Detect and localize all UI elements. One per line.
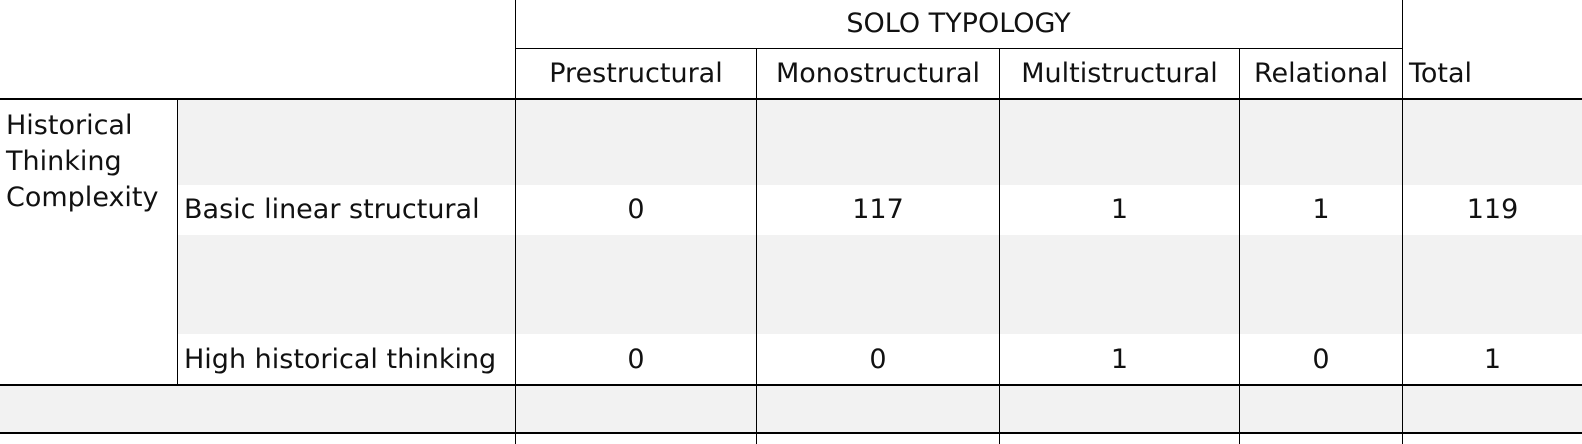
value-cell: 1 [1110,343,1129,375]
column-header: Multistructural [1021,58,1218,89]
rule [0,98,1582,100]
row-group-label: Historical Thinking Complexity [6,110,159,213]
value-cell: 1 [1110,194,1129,225]
rule [1239,49,1240,444]
row-shade [0,386,1582,433]
value-cell: 0 [627,194,645,225]
group-header: SOLO TYPOLOGY [846,8,1071,39]
row-shade [177,100,1582,185]
column-header: Prestructural [549,58,723,89]
rule [0,384,1582,386]
value-cell: 117 [852,194,904,225]
value-cell: 1 [1483,343,1502,375]
rule [999,49,1000,444]
value-cell: 0 [627,343,645,375]
rule [515,48,1402,49]
rule [756,49,757,444]
value-cell: 119 [1466,194,1519,225]
value-cell: 0 [1312,343,1330,375]
value-cell: 0 [869,343,887,375]
column-header: Relational [1254,58,1388,89]
rule [0,432,1582,434]
rule [1402,0,1403,444]
row-label: Basic linear structural [184,194,480,225]
column-header: Total [1409,58,1473,89]
rule [515,0,516,444]
row-shade [177,235,1582,334]
value-cell: 1 [1312,194,1330,225]
row-label: High historical thinking [184,343,497,375]
column-header: Monostructural [775,58,980,89]
rule [177,99,178,385]
